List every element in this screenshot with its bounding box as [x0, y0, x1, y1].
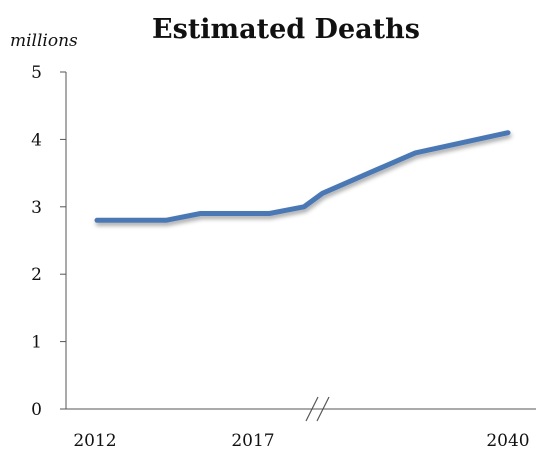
x-tick-label: 2017 [231, 431, 274, 451]
y-tick-label: 2 [31, 265, 42, 285]
chart-title: Estimated Deaths [152, 14, 420, 45]
y-tick-label: 1 [31, 333, 42, 353]
unit-label: millions [10, 31, 78, 51]
y-tick-label: 5 [31, 63, 42, 83]
x-axis-ticks: 2012 2017 2040 [73, 431, 529, 451]
axis-break-marker [305, 396, 330, 422]
y-tick-label: 0 [31, 400, 42, 420]
series-line [94, 130, 511, 223]
x-tick-label: 2012 [73, 431, 116, 451]
x-tick-label: 2040 [486, 431, 529, 451]
y-tick-label: 3 [31, 198, 42, 218]
y-tick-label: 4 [31, 130, 42, 150]
y-axis-ticks: 0 1 2 3 4 5 [31, 63, 66, 420]
